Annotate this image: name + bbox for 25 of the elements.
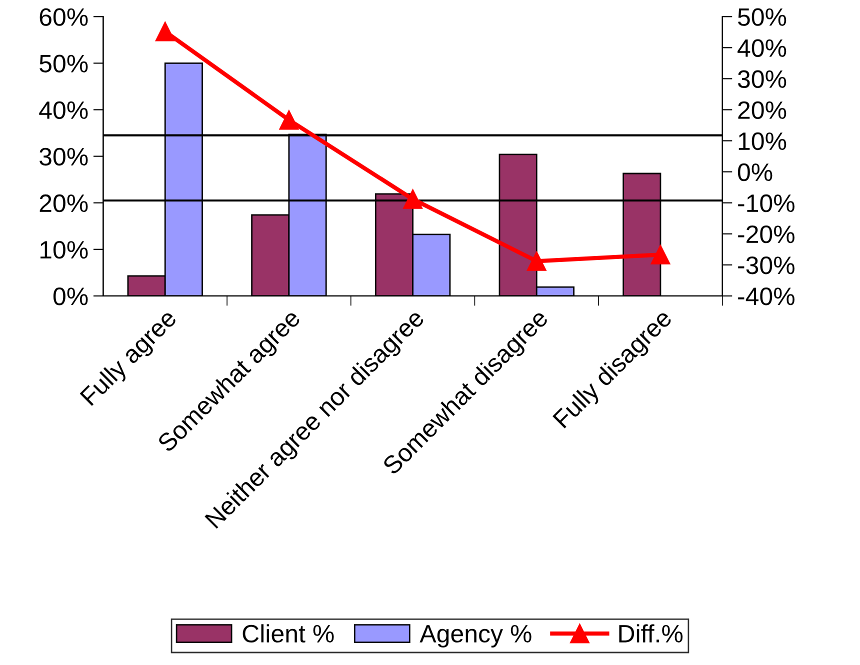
- y-tick-label: 40%: [39, 101, 88, 120]
- point: [650, 244, 670, 264]
- y2-tick-label: 40%: [738, 39, 786, 57]
- y2-tick-label: 0%: [738, 163, 772, 182]
- legend-label: Diff.%: [619, 624, 683, 642]
- y-tick-label: 10%: [40, 240, 88, 259]
- y2-tick-label: -30%: [738, 256, 794, 274]
- y-tick-label: 60%: [40, 8, 88, 26]
- legend-label: Client %: [242, 624, 334, 643]
- point: [526, 251, 546, 271]
- y2-tick-label: -10%: [738, 194, 794, 212]
- y-tick-label: 50%: [40, 54, 88, 72]
- y-tick-label: 0%: [53, 288, 88, 306]
- legend-label: Agency %: [420, 624, 532, 648]
- y-tick-label: 20%: [40, 194, 88, 212]
- y2-tick-label: 20%: [738, 101, 786, 120]
- y2-tick-label: -40%: [738, 288, 794, 306]
- point: [279, 110, 299, 130]
- y2-tick-label: -20%: [738, 225, 794, 244]
- y-tick-label: 30%: [40, 148, 88, 166]
- y2-tick-label: 30%: [738, 70, 786, 88]
- y2-tick-label: 10%: [738, 132, 786, 150]
- point: [403, 189, 423, 209]
- y2-tick-label: 50%: [738, 8, 786, 26]
- point: [155, 22, 175, 42]
